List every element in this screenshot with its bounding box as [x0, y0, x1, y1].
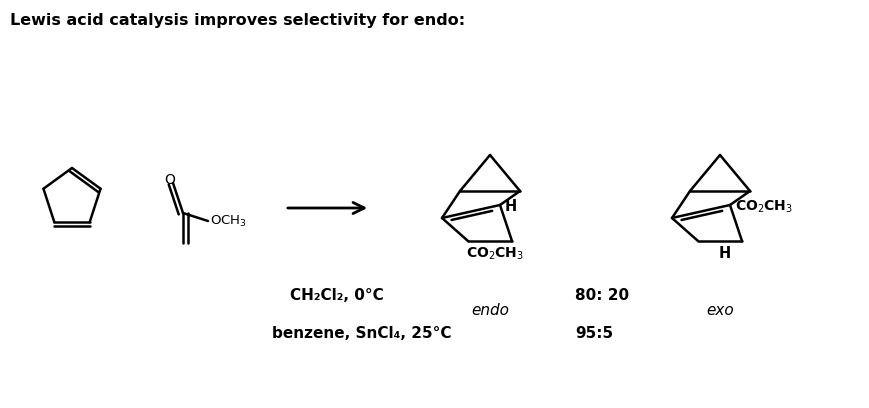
Text: 80: 20: 80: 20	[574, 288, 628, 302]
Text: H: H	[718, 246, 730, 261]
Text: Lewis acid catalysis improves selectivity for endo:: Lewis acid catalysis improves selectivit…	[10, 13, 465, 28]
Text: OCH$_3$: OCH$_3$	[209, 213, 247, 228]
Text: CH₂Cl₂, 0°C: CH₂Cl₂, 0°C	[289, 288, 383, 302]
Text: 95:5: 95:5	[574, 326, 613, 341]
Text: exo: exo	[706, 303, 733, 318]
Text: endo: endo	[470, 303, 508, 318]
Text: benzene, SnCl₄, 25°C: benzene, SnCl₄, 25°C	[272, 326, 451, 341]
FancyArrowPatch shape	[288, 202, 364, 213]
Text: CO$_2$CH$_3$: CO$_2$CH$_3$	[466, 246, 523, 262]
Text: CO$_2$CH$_3$: CO$_2$CH$_3$	[734, 199, 793, 215]
Text: O: O	[164, 173, 176, 187]
Text: H: H	[504, 200, 517, 215]
